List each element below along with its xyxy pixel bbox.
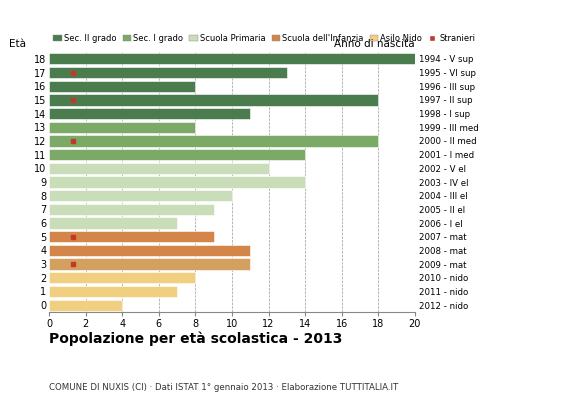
Bar: [49, 122, 195, 133]
Bar: [49, 231, 214, 242]
Bar: [49, 204, 214, 215]
Bar: [49, 163, 269, 174]
Bar: [49, 80, 195, 92]
Bar: [49, 108, 251, 119]
Bar: [49, 149, 305, 160]
Bar: [49, 53, 415, 64]
Bar: [49, 272, 195, 283]
Text: Età: Età: [9, 39, 26, 49]
Bar: [49, 94, 378, 106]
Bar: [49, 286, 177, 297]
Text: Popolazione per età scolastica - 2013: Popolazione per età scolastica - 2013: [49, 332, 343, 346]
Bar: [49, 176, 305, 188]
Bar: [49, 135, 378, 146]
Bar: [49, 190, 232, 201]
Text: COMUNE DI NUXIS (CI) · Dati ISTAT 1° gennaio 2013 · Elaborazione TUTTITALIA.IT: COMUNE DI NUXIS (CI) · Dati ISTAT 1° gen…: [49, 383, 398, 392]
Bar: [49, 300, 122, 311]
Bar: [49, 67, 287, 78]
Text: Anno di nascita: Anno di nascita: [334, 39, 415, 49]
Bar: [49, 245, 251, 256]
Bar: [49, 218, 177, 229]
Bar: [49, 258, 251, 270]
Legend: Sec. II grado, Sec. I grado, Scuola Primaria, Scuola dell'Infanzia, Asilo Nido, : Sec. II grado, Sec. I grado, Scuola Prim…: [53, 34, 475, 43]
